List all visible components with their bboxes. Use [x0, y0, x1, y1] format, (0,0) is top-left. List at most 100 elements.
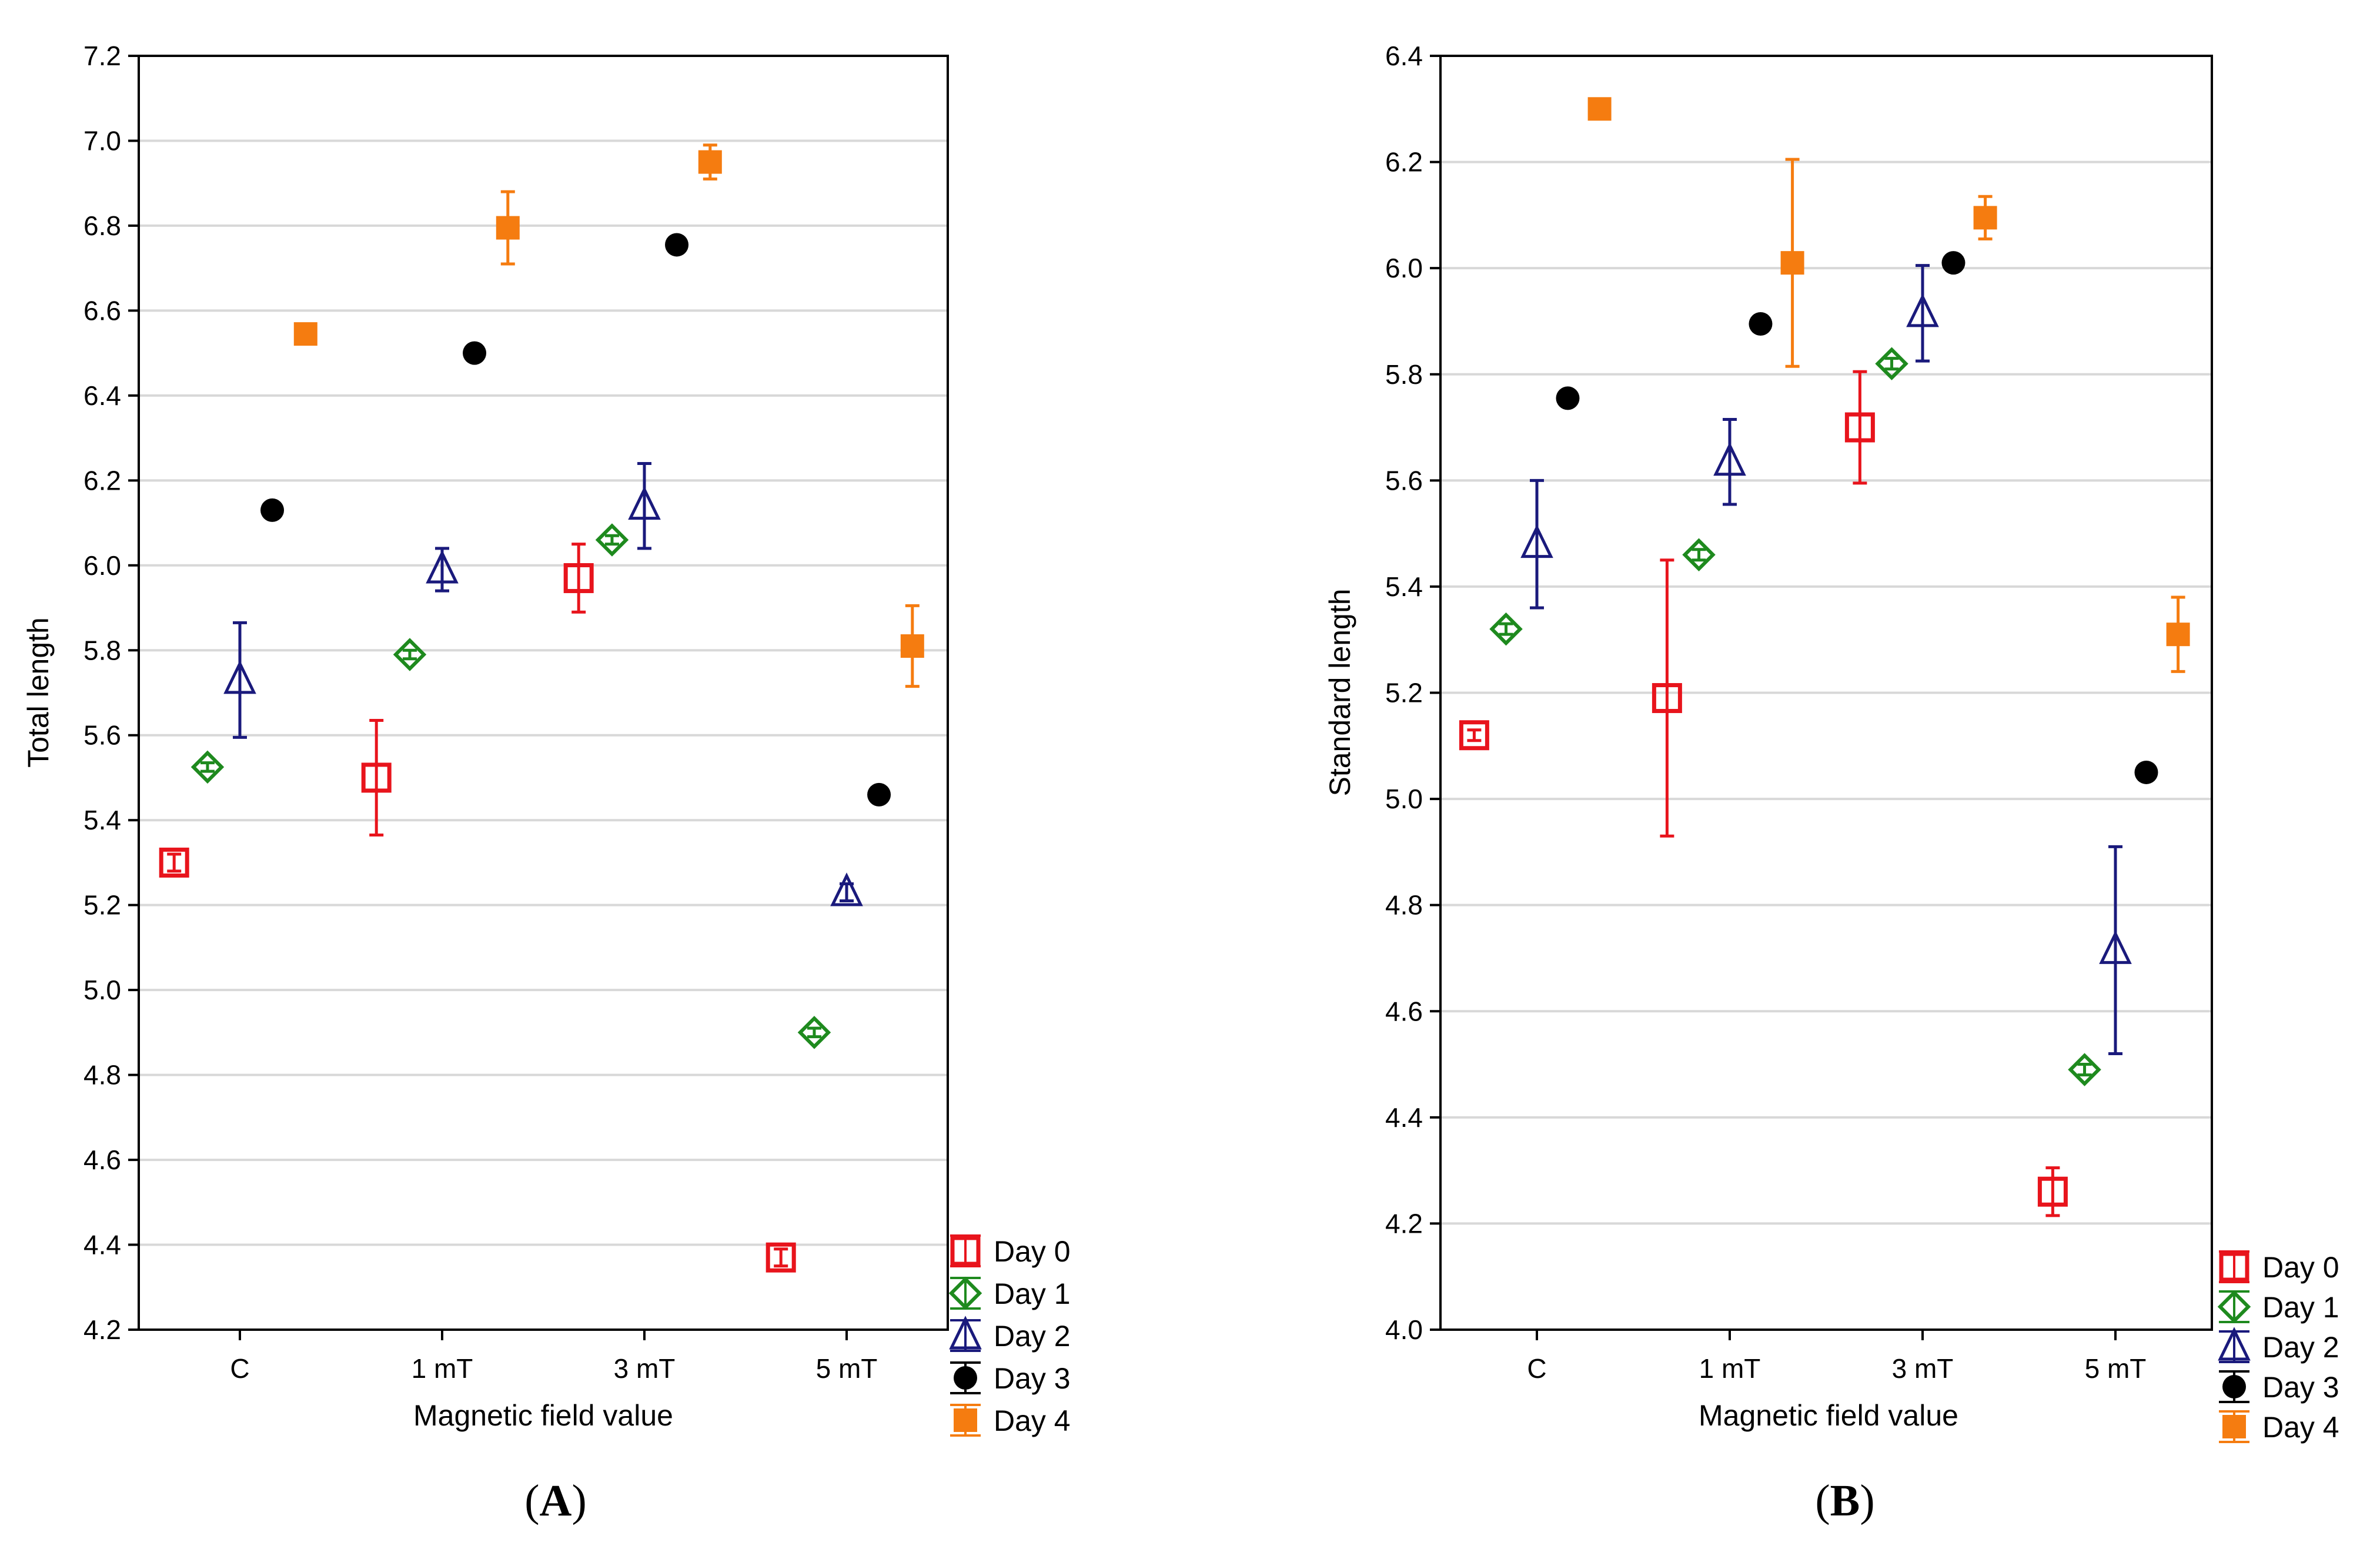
y-tick-label: 5.4: [1385, 571, 1423, 602]
data-point: [1906, 293, 1939, 327]
legend-item: Day 3: [950, 1361, 1071, 1395]
y-tick-label: 5.6: [83, 720, 121, 751]
legend-label: Day 3: [2262, 1371, 2339, 1404]
legend-label: Day 2: [2262, 1331, 2339, 1364]
y-tick-label: 5.4: [83, 805, 121, 835]
x-tick-label: 5 mT: [816, 1353, 878, 1384]
series-day-1: [1489, 347, 2101, 1086]
series-day-3: [260, 233, 891, 807]
legend-marker: [954, 1408, 977, 1432]
y-tick-label: 5.8: [1385, 359, 1423, 390]
x-tick-label: 5 mT: [2085, 1353, 2147, 1384]
series-day-4: [1587, 97, 2190, 673]
series-day-3: [1556, 251, 2158, 784]
x-tick-label: 1 mT: [1699, 1353, 1761, 1384]
y-tick-label: 4.4: [1385, 1102, 1423, 1133]
data-point: [463, 341, 487, 365]
y-tick-label: 5.0: [1385, 784, 1423, 814]
legend-marker: [950, 1236, 981, 1266]
legend-label: Day 4: [994, 1404, 1071, 1437]
legend-item: Day 2: [949, 1316, 1071, 1353]
data-point: [2068, 1053, 2101, 1086]
legend-marker: [954, 1366, 977, 1390]
series-day-2: [223, 461, 863, 906]
legend-marker: [2222, 1375, 2246, 1398]
y-tick-label: 4.8: [83, 1060, 121, 1090]
y-tick-label: 5.8: [83, 635, 121, 665]
legend-marker: [2218, 1327, 2251, 1361]
data-point: [393, 638, 427, 671]
data-point: [698, 150, 722, 174]
data-point: [223, 660, 256, 694]
data-point: [1587, 97, 1612, 121]
data-point: [830, 872, 863, 906]
data-point: [665, 233, 689, 257]
data-point: [1844, 412, 1875, 443]
data-point: [1556, 386, 1580, 410]
data-point: [496, 216, 520, 240]
x-tick-label: C: [230, 1353, 249, 1384]
data-point: [361, 762, 392, 793]
y-tick-label: 6.2: [83, 465, 121, 496]
data-point: [628, 486, 661, 520]
data-point: [2134, 760, 2158, 784]
legend-label: Day 1: [994, 1277, 1071, 1310]
data-point: [1941, 251, 1965, 275]
series-day-4: [293, 143, 924, 688]
data-point: [2037, 1176, 2068, 1207]
data-point: [260, 498, 285, 522]
y-tick-label: 5.2: [83, 890, 121, 921]
series-day-0: [1459, 370, 2068, 1217]
y-tick-label: 4.6: [83, 1145, 121, 1175]
x-axis-label: Magnetic field value: [1699, 1399, 1958, 1432]
data-point: [1489, 612, 1523, 646]
data-point: [1749, 312, 1773, 336]
y-tick-label: 4.2: [1385, 1208, 1423, 1239]
y-tick-label: 6.4: [83, 380, 121, 411]
y-tick-label: 4.4: [83, 1230, 121, 1260]
y-tick-label: 6.6: [83, 295, 121, 326]
legend-marker: [948, 1276, 982, 1310]
data-point: [159, 847, 189, 878]
y-tick-label: 5.6: [1385, 465, 1423, 496]
panel-label: (B): [1815, 1476, 1874, 1525]
panel-label: (A): [524, 1476, 587, 1525]
y-tick-label: 7.0: [83, 125, 121, 156]
y-tick-label: 6.8: [83, 210, 121, 241]
y-tick-label: 4.2: [83, 1314, 121, 1345]
data-point: [867, 782, 891, 807]
series-day-2: [1520, 264, 2132, 1055]
x-tick-label: 1 mT: [412, 1353, 473, 1384]
data-point: [2166, 623, 2190, 647]
legend-label: Day 3: [994, 1362, 1071, 1395]
legend-item: Day 4: [950, 1404, 1071, 1437]
legend-item: Day 1: [948, 1276, 1071, 1310]
data-point: [563, 563, 594, 593]
y-axis-label: Standard length: [1323, 588, 1356, 796]
plot-frame: [138, 55, 949, 1331]
data-point: [900, 634, 924, 658]
legend-label: Day 4: [2262, 1411, 2339, 1444]
data-point: [426, 550, 459, 584]
data-point: [1682, 538, 1716, 571]
y-tick-label: 6.0: [1385, 253, 1423, 283]
y-tick-label: 5.2: [1385, 678, 1423, 708]
data-point: [1875, 347, 1908, 380]
x-tick-label: C: [1527, 1353, 1546, 1384]
data-point: [766, 1242, 796, 1273]
legend-label: Day 2: [994, 1320, 1071, 1353]
y-tick-label: 6.4: [1385, 41, 1423, 71]
data-point: [1780, 251, 1804, 275]
data-point: [1520, 524, 1553, 558]
legend-label: Day 0: [2262, 1251, 2339, 1284]
legend-item: Day 0: [950, 1234, 1071, 1268]
y-tick-label: 4.8: [1385, 890, 1423, 921]
y-tick-label: 6.2: [1385, 147, 1423, 178]
legend-marker: [2222, 1415, 2246, 1438]
series-day-0: [159, 543, 796, 1273]
legend-marker: [949, 1316, 982, 1350]
y-tick-label: 5.0: [83, 975, 121, 1005]
data-point: [1973, 206, 1997, 230]
data-point: [1713, 442, 1746, 476]
x-tick-label: 3 mT: [1892, 1353, 1954, 1384]
